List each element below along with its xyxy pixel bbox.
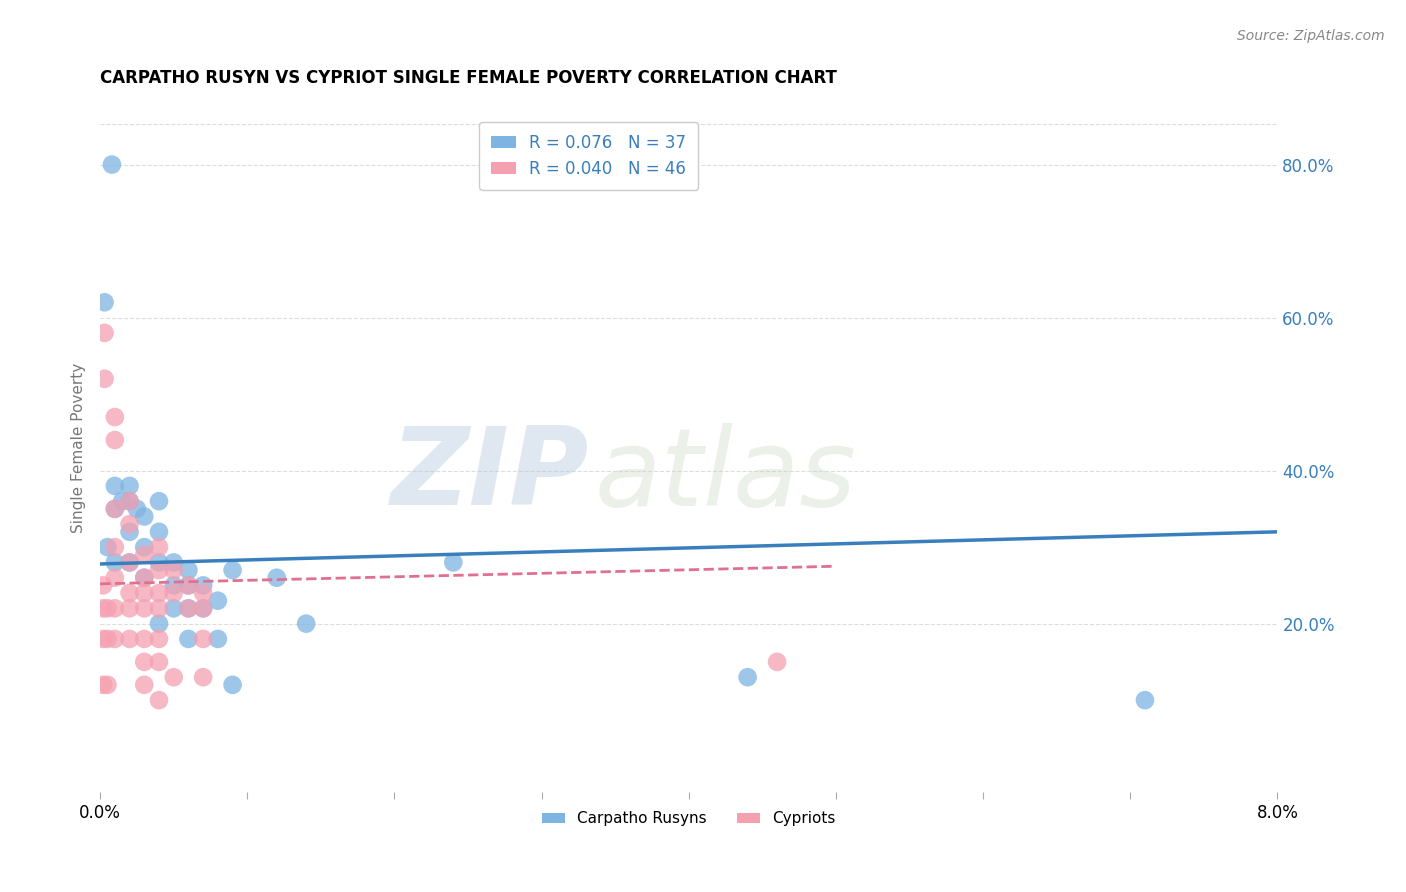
- Point: [111, 494, 134, 508]
- Text: ZIP: ZIP: [391, 422, 589, 528]
- Point: [163, 601, 186, 615]
- Point: [134, 655, 156, 669]
- Point: [766, 655, 789, 669]
- Point: [96, 678, 118, 692]
- Point: [118, 556, 141, 570]
- Point: [177, 601, 200, 615]
- Point: [134, 586, 156, 600]
- Point: [163, 556, 186, 570]
- Point: [118, 556, 141, 570]
- Point: [96, 632, 118, 646]
- Point: [104, 410, 127, 425]
- Point: [221, 678, 243, 692]
- Point: [91, 601, 114, 615]
- Y-axis label: Single Female Poverty: Single Female Poverty: [72, 362, 86, 533]
- Point: [148, 524, 170, 539]
- Point: [134, 548, 156, 562]
- Point: [134, 540, 156, 554]
- Point: [148, 586, 170, 600]
- Point: [191, 601, 214, 615]
- Point: [118, 494, 141, 508]
- Point: [125, 501, 148, 516]
- Point: [148, 693, 170, 707]
- Point: [118, 601, 141, 615]
- Text: CARPATHO RUSYN VS CYPRIOT SINGLE FEMALE POVERTY CORRELATION CHART: CARPATHO RUSYN VS CYPRIOT SINGLE FEMALE …: [100, 69, 837, 87]
- Point: [104, 479, 127, 493]
- Point: [191, 578, 214, 592]
- Point: [93, 372, 115, 386]
- Point: [104, 571, 127, 585]
- Point: [177, 578, 200, 592]
- Point: [163, 578, 186, 592]
- Point: [134, 571, 156, 585]
- Point: [163, 670, 186, 684]
- Point: [177, 578, 200, 592]
- Point: [134, 571, 156, 585]
- Point: [96, 601, 118, 615]
- Point: [295, 616, 318, 631]
- Point: [118, 494, 141, 508]
- Text: atlas: atlas: [595, 423, 856, 528]
- Point: [441, 556, 464, 570]
- Point: [91, 632, 114, 646]
- Point: [104, 632, 127, 646]
- Point: [104, 501, 127, 516]
- Point: [191, 632, 214, 646]
- Point: [148, 540, 170, 554]
- Point: [91, 678, 114, 692]
- Point: [118, 632, 141, 646]
- Point: [104, 556, 127, 570]
- Legend: Carpatho Rusyns, Cypriots: Carpatho Rusyns, Cypriots: [536, 805, 842, 832]
- Point: [148, 494, 170, 508]
- Point: [134, 509, 156, 524]
- Point: [96, 540, 118, 554]
- Point: [221, 563, 243, 577]
- Point: [93, 295, 115, 310]
- Point: [148, 563, 170, 577]
- Point: [118, 524, 141, 539]
- Point: [118, 517, 141, 532]
- Point: [148, 556, 170, 570]
- Point: [266, 571, 288, 585]
- Point: [104, 540, 127, 554]
- Point: [101, 157, 124, 171]
- Point: [177, 601, 200, 615]
- Point: [134, 601, 156, 615]
- Point: [207, 593, 229, 607]
- Point: [134, 632, 156, 646]
- Point: [118, 479, 141, 493]
- Point: [104, 601, 127, 615]
- Point: [118, 586, 141, 600]
- Point: [148, 655, 170, 669]
- Point: [737, 670, 759, 684]
- Point: [104, 501, 127, 516]
- Point: [104, 433, 127, 447]
- Point: [177, 563, 200, 577]
- Point: [91, 578, 114, 592]
- Point: [148, 616, 170, 631]
- Point: [191, 670, 214, 684]
- Point: [177, 632, 200, 646]
- Point: [207, 632, 229, 646]
- Point: [148, 632, 170, 646]
- Text: Source: ZipAtlas.com: Source: ZipAtlas.com: [1237, 29, 1385, 44]
- Point: [191, 601, 214, 615]
- Point: [163, 563, 186, 577]
- Point: [1133, 693, 1156, 707]
- Point: [134, 678, 156, 692]
- Point: [163, 586, 186, 600]
- Point: [191, 586, 214, 600]
- Point: [148, 601, 170, 615]
- Point: [93, 326, 115, 340]
